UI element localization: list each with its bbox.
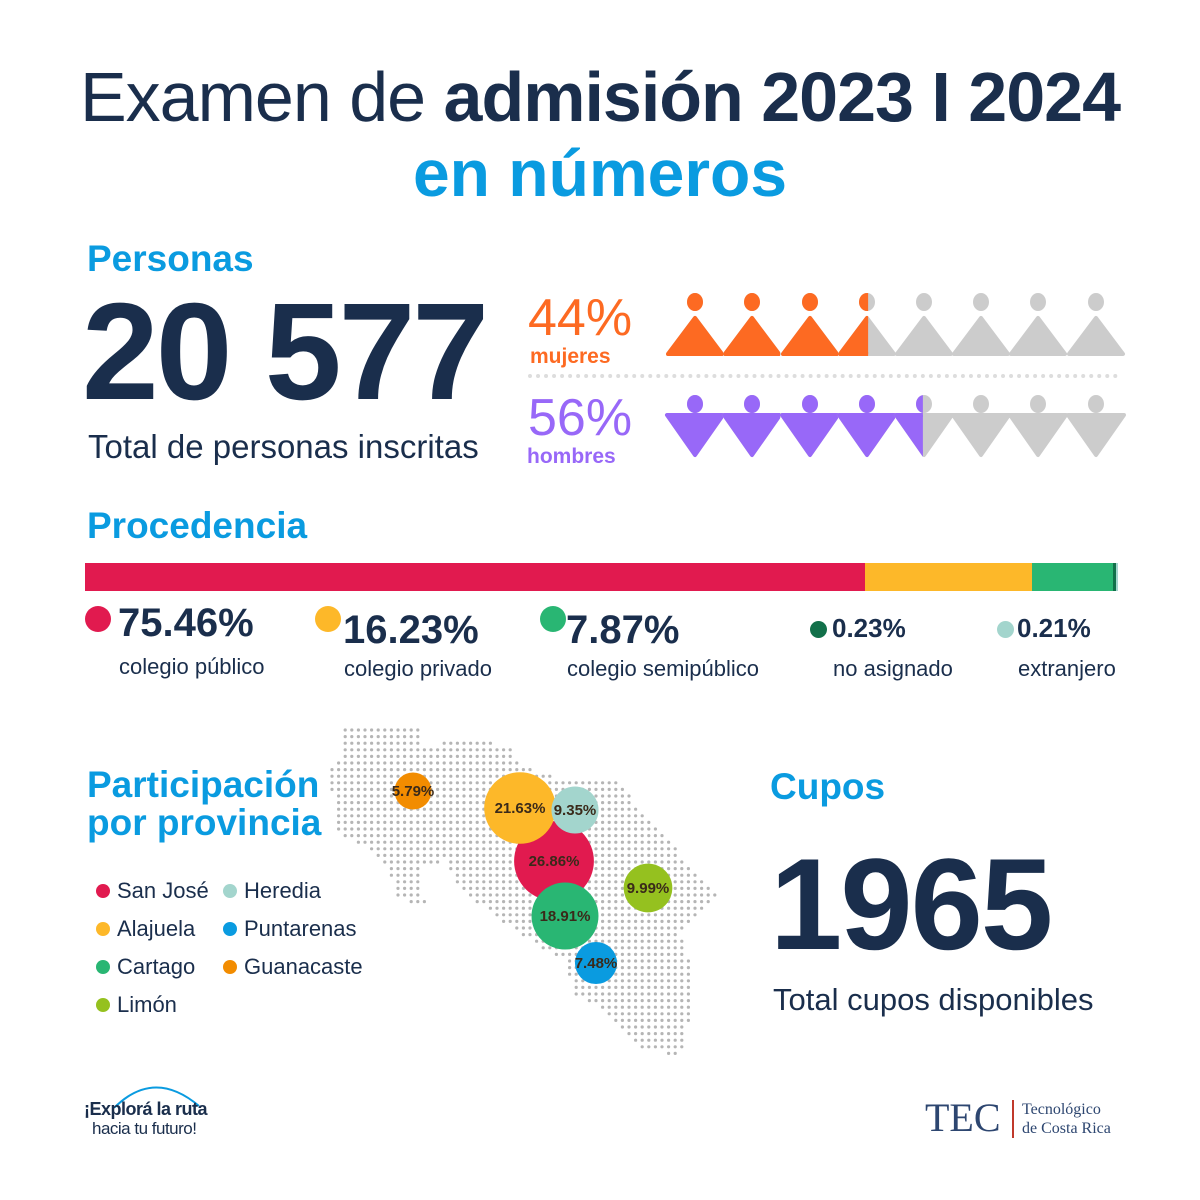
province-label: Puntarenas bbox=[244, 916, 357, 941]
arc-icon bbox=[113, 1086, 200, 1108]
procedencia-pct: 0.21% bbox=[1017, 613, 1091, 643]
procedencia-bar bbox=[85, 563, 1118, 591]
man-icon bbox=[1008, 395, 1068, 457]
men-label: hombres bbox=[527, 445, 616, 468]
province-bubble bbox=[531, 882, 599, 950]
man-icon bbox=[722, 395, 782, 457]
man-icon bbox=[1066, 395, 1126, 457]
province-pct: 7.48% bbox=[575, 955, 618, 972]
province-pct: 9.99% bbox=[627, 880, 670, 897]
bar-segment-1 bbox=[864, 563, 1033, 591]
province-pct: 26.86% bbox=[529, 853, 580, 870]
legend-dot bbox=[997, 621, 1014, 638]
province-dot bbox=[96, 998, 110, 1012]
province-bubble bbox=[484, 772, 556, 844]
provincia-heading-1: Participación bbox=[87, 764, 320, 805]
province-dot bbox=[223, 922, 237, 936]
province-label: Alajuela bbox=[117, 916, 196, 941]
page-subtitle: en números bbox=[412, 136, 788, 210]
procedencia-pct: 0.23% bbox=[832, 613, 906, 643]
slogan-logo: ¡Explorá la ruta hacia tu futuro! bbox=[84, 1078, 224, 1142]
procedencia-pct: 7.87% bbox=[566, 608, 680, 652]
province-pct: 9.35% bbox=[554, 802, 597, 819]
legend-dot bbox=[315, 606, 341, 632]
province-dot bbox=[96, 922, 110, 936]
men-pct: 56% bbox=[528, 389, 633, 447]
institution-name: Tecnológico de Costa Rica bbox=[1022, 1100, 1111, 1138]
woman-icon bbox=[895, 293, 953, 356]
woman-icon bbox=[723, 293, 781, 356]
bar-segment-0 bbox=[85, 563, 865, 591]
cupos-label: Total cupos disponibles bbox=[773, 982, 1094, 1017]
procedencia-pct: 75.46% bbox=[118, 601, 254, 645]
legend-dot bbox=[85, 606, 111, 632]
tec-logo: TEC bbox=[925, 1095, 1001, 1140]
woman-icon bbox=[1009, 293, 1067, 356]
procedencia-pct: 16.23% bbox=[343, 608, 479, 652]
province-bubble bbox=[574, 941, 618, 985]
procedencia-label: colegio público bbox=[119, 654, 265, 679]
province-label: Cartago bbox=[117, 954, 196, 979]
legend-dot bbox=[540, 606, 566, 632]
bar-segment-4 bbox=[1115, 563, 1118, 591]
bar-segment-3 bbox=[1113, 563, 1116, 591]
province-bubble bbox=[623, 863, 673, 913]
women-label: mujeres bbox=[530, 345, 611, 368]
divider bbox=[528, 374, 1118, 378]
personas-heading: Personas bbox=[87, 238, 254, 279]
total-personas-label: Total de personas inscritas bbox=[88, 428, 479, 465]
people-pictogram bbox=[665, 293, 1126, 457]
province-pct: 21.63% bbox=[495, 800, 546, 817]
women-pct: 44% bbox=[528, 289, 633, 347]
man-icon bbox=[894, 395, 954, 457]
provincia-heading-2: por provincia bbox=[87, 802, 322, 843]
province-label: Guanacaste bbox=[244, 954, 363, 979]
province-pct: 18.91% bbox=[540, 908, 591, 925]
procedencia-heading: Procedencia bbox=[87, 505, 308, 546]
woman-icon bbox=[781, 293, 839, 356]
procedencia-label: colegio semipúblico bbox=[567, 656, 759, 681]
province-label: Heredia bbox=[244, 878, 322, 903]
bar-segment-2 bbox=[1032, 563, 1114, 591]
province-dot bbox=[96, 960, 110, 974]
man-icon bbox=[951, 395, 1011, 457]
province-bubble bbox=[514, 821, 594, 901]
slogan-2: hacia tu futuro! bbox=[92, 1119, 197, 1138]
cupos-heading: Cupos bbox=[770, 766, 886, 807]
title-regular: Examen de bbox=[79, 58, 444, 136]
institution-1: Tecnológico bbox=[1022, 1101, 1101, 1118]
province-bubble bbox=[394, 772, 432, 810]
woman-icon bbox=[1067, 293, 1125, 356]
provincia-heading: Participación por provincia bbox=[87, 766, 321, 842]
institution-2: de Costa Rica bbox=[1022, 1120, 1111, 1137]
province-dot bbox=[223, 960, 237, 974]
legend-dot bbox=[810, 621, 827, 638]
title-bold: admisión 2023 I 2024 bbox=[443, 58, 1122, 136]
province-label: Limón bbox=[117, 992, 177, 1017]
logo-divider bbox=[1012, 1100, 1014, 1138]
procedencia-label: no asignado bbox=[833, 656, 953, 681]
page-title: Examen de admisión 2023 I 2024 bbox=[0, 60, 1200, 134]
man-icon bbox=[665, 395, 725, 457]
man-icon bbox=[837, 395, 897, 457]
woman-icon bbox=[666, 293, 724, 356]
slogan-1: ¡Explorá la ruta bbox=[84, 1099, 208, 1119]
procedencia-label: extranjero bbox=[1018, 656, 1116, 681]
procedencia-label: colegio privado bbox=[344, 656, 492, 681]
woman-icon bbox=[838, 293, 896, 356]
province-pct: 5.79% bbox=[392, 783, 435, 800]
province-dot bbox=[96, 884, 110, 898]
cupos-total: 1965 bbox=[770, 831, 1053, 977]
woman-icon bbox=[952, 293, 1010, 356]
man-icon bbox=[780, 395, 840, 457]
province-bubble bbox=[551, 786, 599, 834]
total-personas: 20 577 bbox=[82, 275, 489, 429]
province-label: San José bbox=[117, 878, 209, 903]
province-dot bbox=[223, 884, 237, 898]
